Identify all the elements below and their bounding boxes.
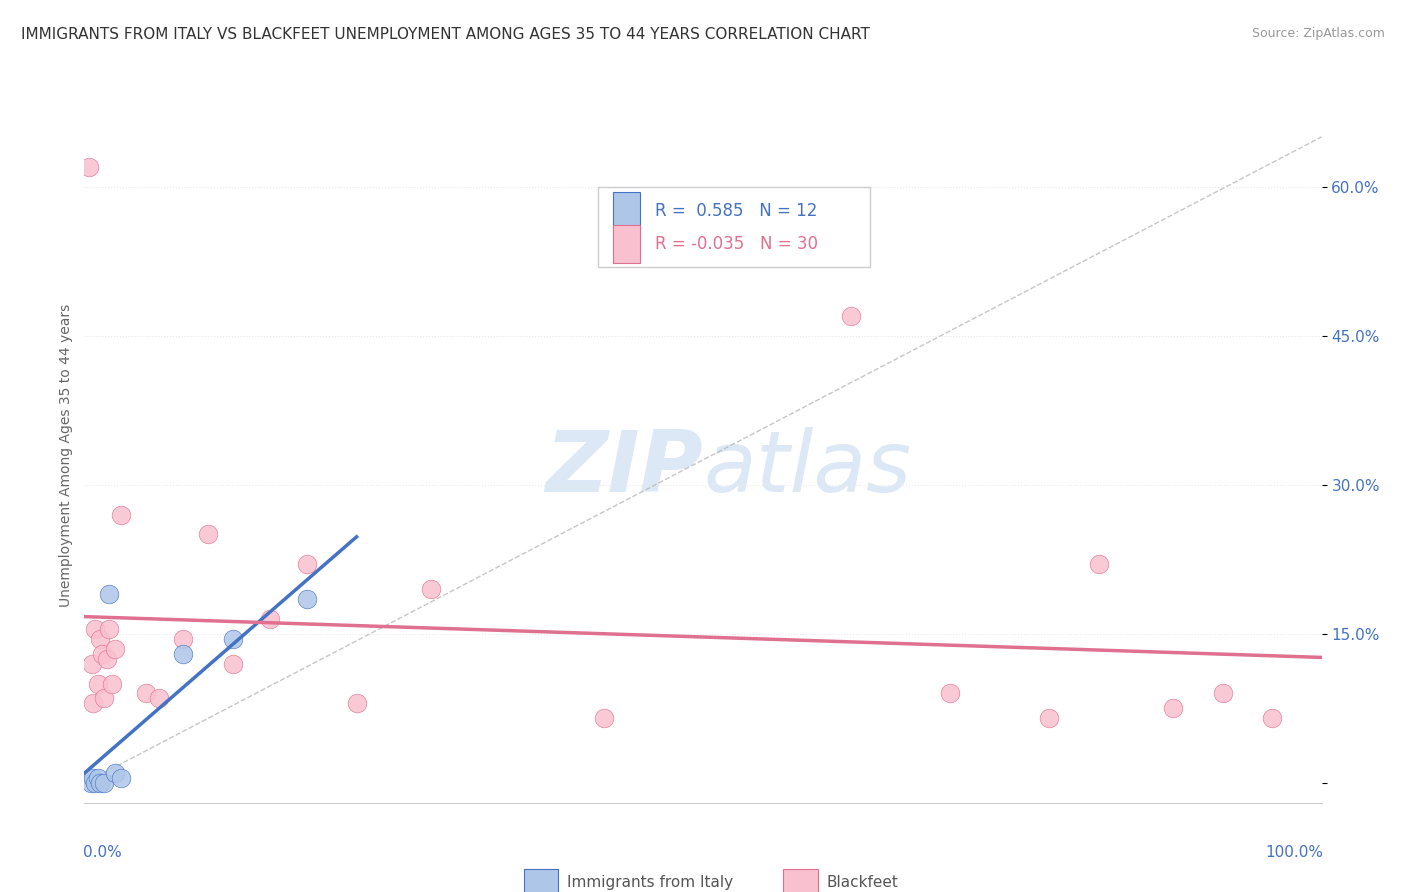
Point xyxy=(419,582,441,596)
Point xyxy=(841,309,863,323)
Point xyxy=(148,691,170,706)
Point xyxy=(259,612,281,626)
Point xyxy=(79,776,101,790)
Point xyxy=(84,622,107,636)
Point xyxy=(87,676,110,690)
Bar xyxy=(613,193,640,230)
Point xyxy=(197,527,219,541)
Point xyxy=(98,622,121,636)
Point xyxy=(100,676,122,690)
Point xyxy=(593,711,616,725)
Point xyxy=(104,766,127,780)
Point xyxy=(82,771,104,785)
Text: Source: ZipAtlas.com: Source: ZipAtlas.com xyxy=(1251,27,1385,40)
Point xyxy=(1088,558,1111,572)
Point xyxy=(79,160,101,174)
Point xyxy=(295,558,318,572)
Point xyxy=(135,686,157,700)
Bar xyxy=(613,225,640,263)
Text: 0.0%: 0.0% xyxy=(83,845,122,860)
Point xyxy=(98,587,121,601)
Point xyxy=(110,771,132,785)
Text: atlas: atlas xyxy=(703,427,911,510)
Bar xyxy=(523,869,558,892)
Point xyxy=(93,691,115,706)
Point xyxy=(939,686,962,700)
Text: R = -0.035   N = 30: R = -0.035 N = 30 xyxy=(655,235,818,253)
Point xyxy=(89,776,111,790)
Point xyxy=(172,632,194,646)
Point xyxy=(84,776,107,790)
Point xyxy=(89,632,111,646)
Point xyxy=(1161,701,1184,715)
Text: 100.0%: 100.0% xyxy=(1265,845,1323,860)
Text: R =  0.585   N = 12: R = 0.585 N = 12 xyxy=(655,202,817,220)
Point xyxy=(93,776,115,790)
Point xyxy=(1261,711,1284,725)
Point xyxy=(346,697,368,711)
Text: Blackfeet: Blackfeet xyxy=(827,875,898,890)
Point xyxy=(80,657,103,671)
Point xyxy=(1212,686,1234,700)
Point xyxy=(104,641,127,656)
Y-axis label: Unemployment Among Ages 35 to 44 years: Unemployment Among Ages 35 to 44 years xyxy=(59,303,73,607)
Point xyxy=(1038,711,1060,725)
Point xyxy=(222,632,245,646)
Point xyxy=(90,647,112,661)
Bar xyxy=(783,869,818,892)
Text: Immigrants from Italy: Immigrants from Italy xyxy=(567,875,733,890)
Point xyxy=(110,508,132,522)
Text: IMMIGRANTS FROM ITALY VS BLACKFEET UNEMPLOYMENT AMONG AGES 35 TO 44 YEARS CORREL: IMMIGRANTS FROM ITALY VS BLACKFEET UNEMP… xyxy=(21,27,870,42)
Point xyxy=(222,657,245,671)
Point xyxy=(96,651,118,665)
Point xyxy=(295,592,318,607)
FancyBboxPatch shape xyxy=(598,187,870,267)
Point xyxy=(87,771,110,785)
Text: ZIP: ZIP xyxy=(546,427,703,510)
Point xyxy=(82,697,104,711)
Point xyxy=(172,647,194,661)
